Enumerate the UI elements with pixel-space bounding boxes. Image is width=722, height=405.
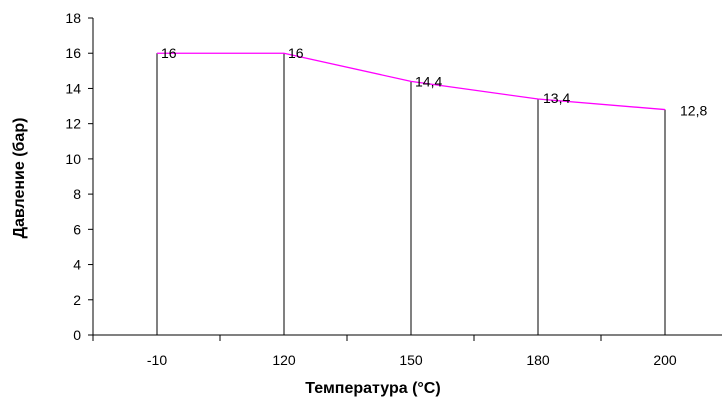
data-label: 12,8 [680,103,707,119]
y-tick-label: 14 [65,80,81,96]
x-tick-label: 120 [272,352,296,368]
data-label: 16 [288,45,304,61]
drop-lines [156,53,666,335]
y-axis-title: Давление (бар) [11,118,28,239]
x-tick-label: -10 [147,352,167,368]
y-tick-label: 6 [73,221,81,237]
data-label: 13,4 [543,90,570,106]
data-label: 14,4 [415,73,442,89]
y-tick-label: 8 [73,186,81,202]
y-tick-label: 10 [65,151,81,167]
y-tick-label: 16 [65,45,81,61]
y-tick-label: 0 [73,327,81,343]
y-axis: 0 2 4 6 8 10 12 14 16 18 [65,10,94,343]
data-label: 16 [161,45,177,61]
x-axis: -10 120 150 180 200 [92,334,722,368]
data-labels: 16 16 14,4 13,4 12,8 [161,45,707,118]
series-line-group [157,52,666,111]
y-tick-label: 2 [73,292,81,308]
y-tick-label: 4 [73,257,81,273]
x-tick-label: 200 [653,352,677,368]
y-tick-label: 12 [65,116,81,132]
x-axis-title: Температура (°C) [305,380,440,397]
series-line [157,52,666,111]
x-tick-label: 180 [526,352,550,368]
x-tick-label: 150 [399,352,423,368]
y-tick-label: 18 [65,10,81,26]
